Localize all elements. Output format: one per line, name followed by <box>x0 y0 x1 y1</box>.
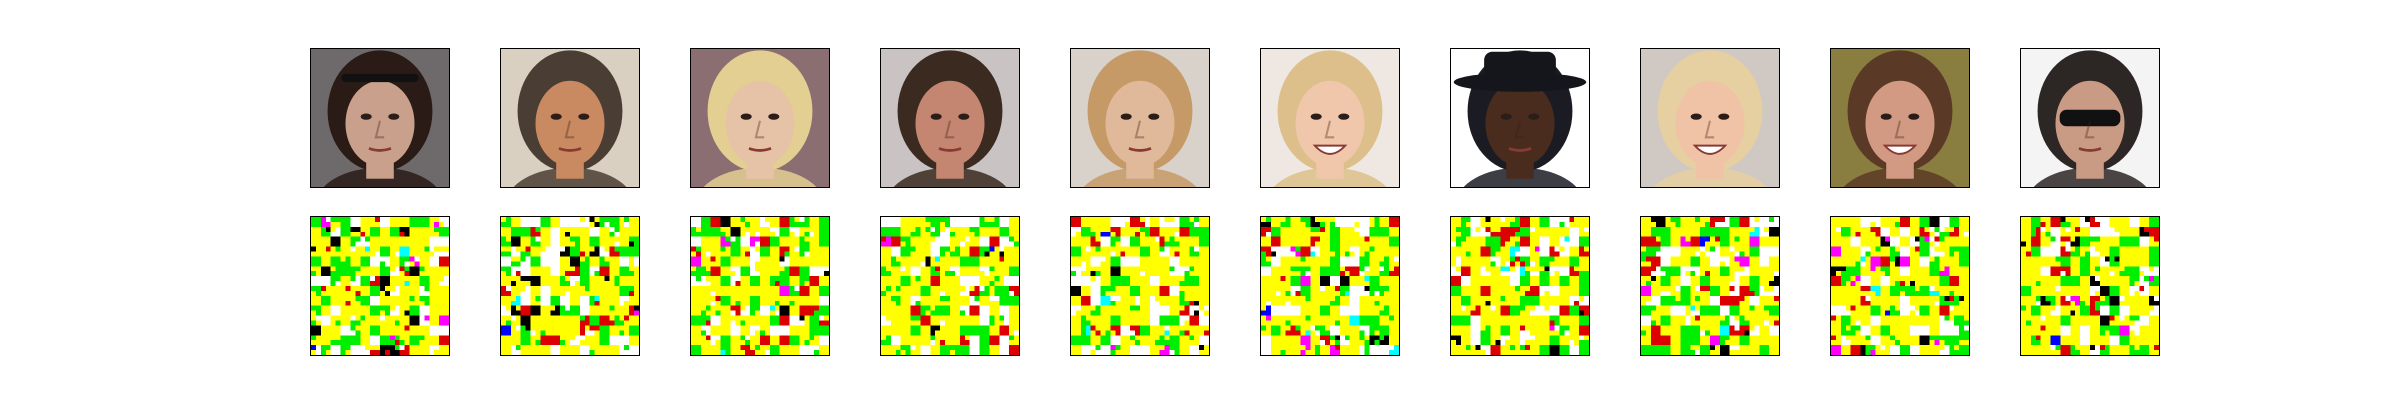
color-map <box>881 217 1019 355</box>
face-image <box>1831 49 1969 187</box>
face-thumbnail <box>1830 48 1970 188</box>
color-map-thumbnail <box>690 216 830 356</box>
face-thumbnail <box>2020 48 2160 188</box>
face-image <box>1641 49 1779 187</box>
face-image <box>1071 49 1209 187</box>
color-map-thumbnail <box>1260 216 1400 356</box>
color-map <box>1071 217 1209 355</box>
color-map <box>311 217 449 355</box>
color-map <box>1641 217 1779 355</box>
color-map <box>2021 217 2159 355</box>
face-image <box>691 49 829 187</box>
face-image <box>1261 49 1399 187</box>
color-map-thumbnail <box>310 216 450 356</box>
face-image <box>2021 49 2159 187</box>
face-thumbnail <box>1640 48 1780 188</box>
color-map-thumbnail <box>1830 216 1970 356</box>
color-map <box>501 217 639 355</box>
color-map-thumbnail <box>1070 216 1210 356</box>
face-thumbnail <box>1070 48 1210 188</box>
color-map-thumbnail <box>1640 216 1780 356</box>
color-map-thumbnail <box>2020 216 2160 356</box>
face-image <box>881 49 1019 187</box>
face-thumbnail <box>880 48 1020 188</box>
face-thumbnail <box>500 48 640 188</box>
face-thumbnail <box>310 48 450 188</box>
color-map-thumbnail <box>880 216 1020 356</box>
color-map <box>1261 217 1399 355</box>
color-map <box>1831 217 1969 355</box>
color-map <box>1451 217 1589 355</box>
color-map-thumbnail <box>1450 216 1590 356</box>
face-thumbnail <box>1260 48 1400 188</box>
face-thumbnail <box>690 48 830 188</box>
color-map <box>691 217 829 355</box>
face-image <box>501 49 639 187</box>
face-image <box>1451 49 1589 187</box>
face-image <box>311 49 449 187</box>
color-map-thumbnail <box>500 216 640 356</box>
face-thumbnail <box>1450 48 1590 188</box>
